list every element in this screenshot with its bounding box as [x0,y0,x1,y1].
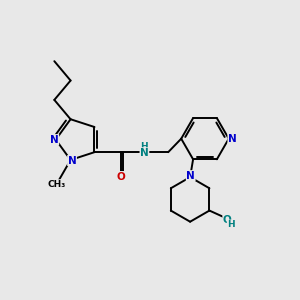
Text: N: N [186,171,195,181]
Text: N: N [50,135,59,145]
Text: O: O [116,172,125,182]
Text: H: H [227,220,235,229]
Text: CH₃: CH₃ [47,180,66,189]
Text: N: N [228,134,237,144]
Text: N: N [68,155,76,166]
Text: N: N [140,148,149,158]
Text: H: H [141,142,148,151]
Text: O: O [223,215,232,225]
